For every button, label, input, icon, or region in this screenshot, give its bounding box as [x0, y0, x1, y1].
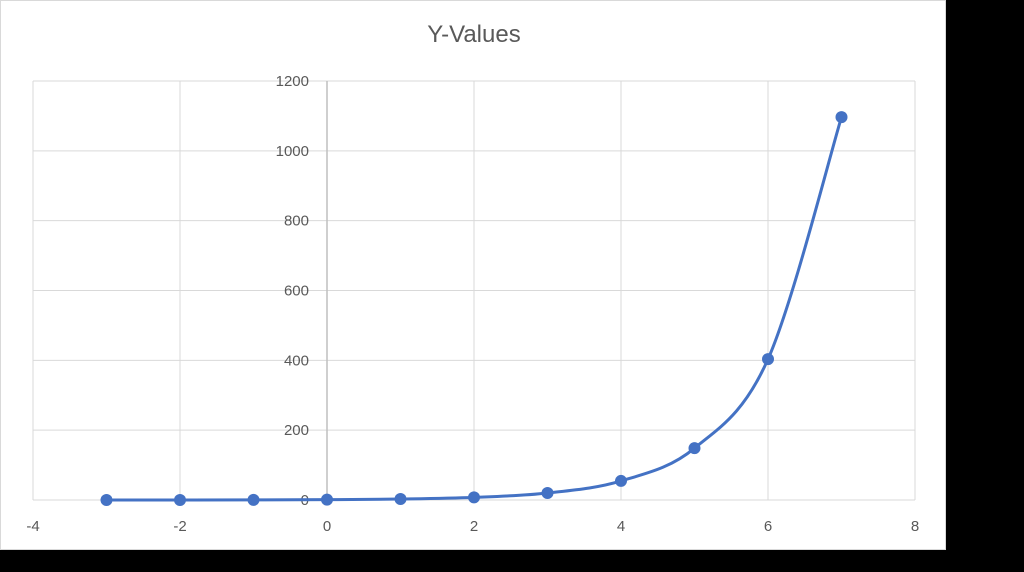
data-point	[762, 353, 774, 366]
y-tick-label: 200	[284, 422, 309, 439]
data-point	[688, 442, 701, 455]
data-point	[541, 486, 554, 499]
y-tick-label: 1000	[276, 143, 309, 160]
plot-area: 0 200 400 600 800 1000 1200 -4 -2 0 2 4 6 8	[26, 73, 919, 535]
data-point	[174, 493, 186, 506]
series-line	[106, 116, 843, 502]
x-tick-label: 2	[470, 518, 478, 535]
x-tick-label: 6	[764, 518, 772, 535]
chart-area: Y-Values	[0, 0, 946, 550]
x-axis-tick-labels: -4 -2 0 2 4 6 8	[26, 518, 919, 535]
y-tick-label: 400	[284, 352, 309, 369]
y-tick-label: 1200	[276, 73, 309, 90]
y-tick-label: 600	[284, 283, 309, 300]
x-tick-label: -2	[173, 518, 186, 535]
x-tick-label: 4	[617, 518, 625, 535]
series-markers	[100, 111, 848, 506]
data-point	[247, 493, 260, 506]
data-point	[835, 111, 848, 124]
data-point	[100, 493, 113, 506]
x-tick-label: 8	[911, 518, 919, 535]
x-tick-label: 0	[323, 518, 331, 535]
data-point	[394, 493, 407, 506]
gridlines	[32, 80, 916, 501]
x-tick-label: -4	[26, 518, 39, 535]
chart-title: Y-Values	[427, 21, 521, 48]
data-point	[615, 474, 627, 487]
data-point	[468, 491, 480, 504]
data-point	[321, 493, 333, 506]
y-tick-label: 800	[284, 213, 309, 230]
